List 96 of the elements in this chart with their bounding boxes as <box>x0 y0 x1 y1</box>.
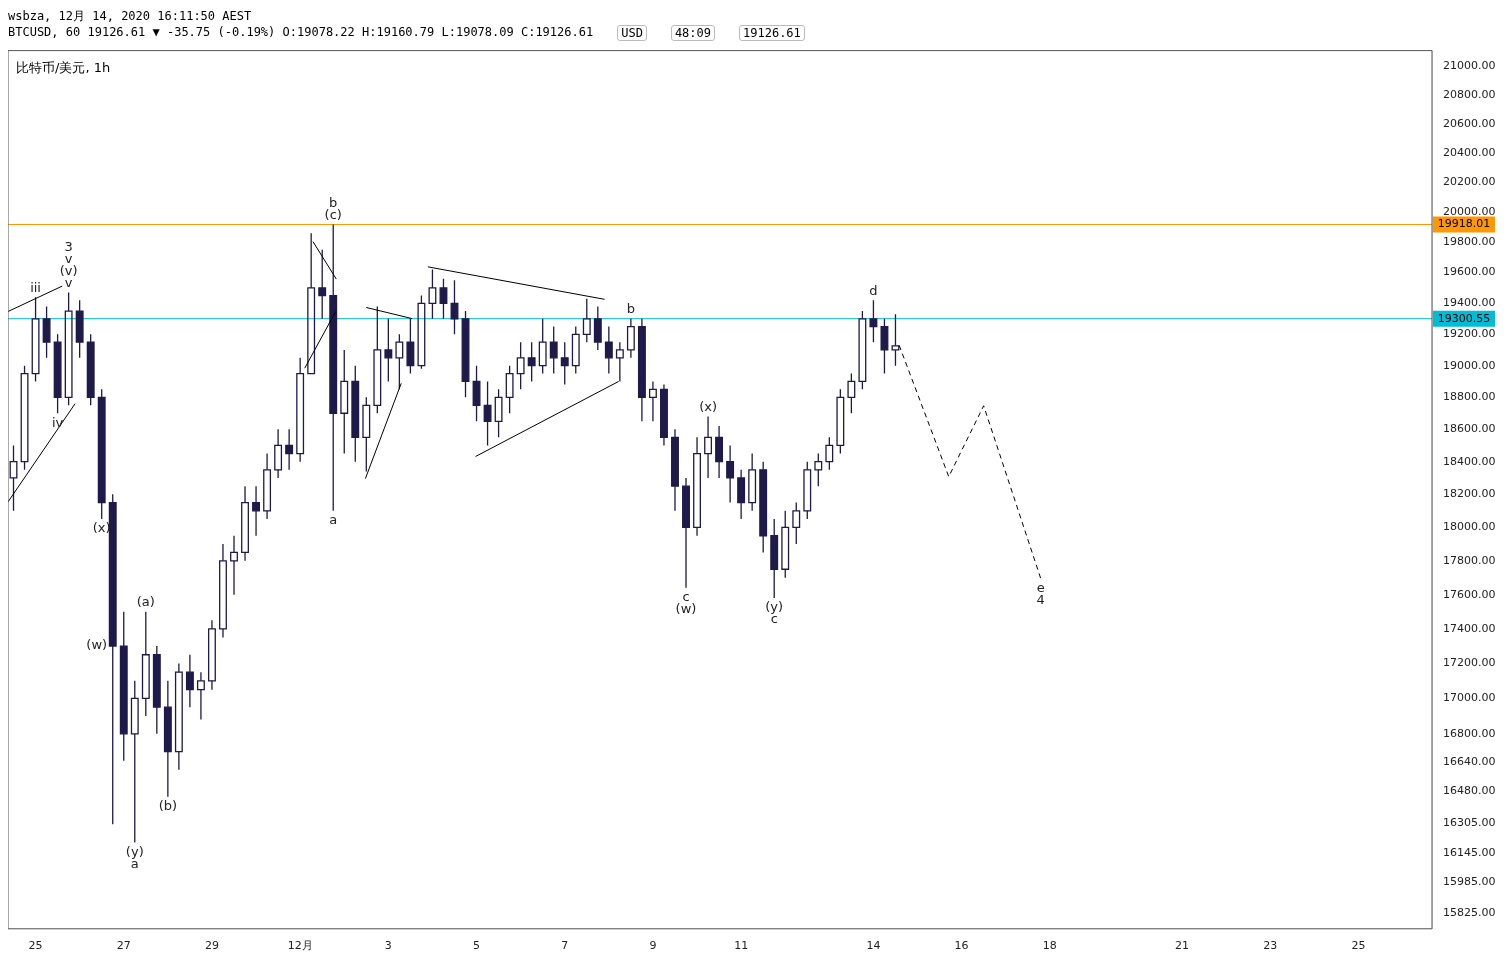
candlestick <box>814 452 823 487</box>
candlestick <box>340 349 349 455</box>
y-tick-label: 19400.00 <box>1443 296 1496 310</box>
text: 19126.61 <box>739 25 805 41</box>
y-tick-label: 20200.00 <box>1443 175 1496 189</box>
ref-line-label: 19300.55 <box>1437 311 1491 325</box>
y-tick-label: 20800.00 <box>1443 87 1496 101</box>
annotation: a <box>329 512 338 528</box>
x-tick-label: 27 <box>116 939 131 953</box>
candlestick <box>274 428 283 479</box>
y-tick-label: 16480.00 <box>1443 784 1496 798</box>
candlestick <box>230 535 238 596</box>
candlestick <box>891 313 900 367</box>
x-tick-label: 18 <box>1042 939 1057 953</box>
y-tick-label: 18200.00 <box>1443 487 1496 501</box>
x-tick-label: 21 <box>1175 939 1190 953</box>
candlestick <box>208 619 216 691</box>
y-tick-label: 19600.00 <box>1443 265 1496 279</box>
x-tick-label: 29 <box>204 939 219 953</box>
y-tick-label: 17800.00 <box>1443 553 1496 567</box>
annotation: iii <box>30 279 41 295</box>
candlestick <box>196 671 205 721</box>
y-tick-label: 17200.00 <box>1443 656 1496 670</box>
text: 比特币/美元, 1h <box>16 59 111 75</box>
candlestick <box>704 415 713 479</box>
candlestick <box>847 372 856 414</box>
y-tick-label: 16305.00 <box>1443 816 1496 830</box>
x-tick-label: 14 <box>866 939 881 953</box>
annotation: iv <box>51 414 64 430</box>
candlestick <box>373 305 382 414</box>
x-tick-label: 25 <box>1351 939 1366 953</box>
y-tick-label: 17400.00 <box>1443 621 1496 635</box>
candlestick <box>219 543 227 639</box>
y-tick-label: 15825.00 <box>1443 905 1496 919</box>
candlestick <box>781 510 790 579</box>
annotation: d <box>869 282 878 298</box>
candlestick <box>174 662 183 771</box>
y-tick-label: 17600.00 <box>1443 587 1496 601</box>
candlestick <box>9 444 18 512</box>
candlestick <box>516 341 525 391</box>
annotation: (a) <box>136 594 155 610</box>
candlestick <box>792 501 801 545</box>
ref-line-label: 19918.01 <box>1437 217 1491 231</box>
annotation: (w) <box>86 637 108 653</box>
chart-subtitle: wsbza, 12月 14, 2020 16:11:50 AEST <box>8 8 253 25</box>
y-tick-label: 18600.00 <box>1443 422 1496 436</box>
y-tick-label: 16800.00 <box>1443 726 1496 740</box>
annotation: b <box>626 301 636 317</box>
x-tick-label: 7 <box>561 939 569 953</box>
y-tick-label: 16145.00 <box>1443 845 1496 859</box>
y-tick-label: 17000.00 <box>1443 691 1496 705</box>
x-tick-label: 11 <box>734 939 749 953</box>
candlestick <box>648 380 657 422</box>
candlestick <box>494 388 503 439</box>
y-tick-label: 19800.00 <box>1443 235 1496 249</box>
y-tick-label: 19000.00 <box>1443 358 1496 372</box>
y-tick-label: 21000.00 <box>1443 59 1496 73</box>
y-tick-label: 16640.00 <box>1443 755 1496 769</box>
candlestick <box>748 452 757 512</box>
candlestick <box>263 452 272 520</box>
x-tick-label: 3 <box>384 939 392 953</box>
candlestick <box>130 680 139 844</box>
y-tick-label: 15985.00 <box>1443 875 1496 889</box>
y-tick-label: 20000.00 <box>1443 205 1496 219</box>
text: 48:09 <box>670 25 716 41</box>
candlestick <box>615 341 624 383</box>
y-tick-label: 20400.00 <box>1443 145 1496 159</box>
x-tick-label: 9 <box>649 939 657 953</box>
candlestick <box>538 318 547 375</box>
candlestick <box>428 268 437 320</box>
x-tick-label: 16 <box>954 939 969 953</box>
y-tick-label: 19200.00 <box>1443 327 1496 341</box>
text: USD <box>617 25 647 41</box>
candlestick <box>637 318 646 422</box>
candlestick <box>582 298 591 343</box>
y-tick-label: 18800.00 <box>1443 390 1496 404</box>
y-tick-label: 20600.00 <box>1443 116 1496 130</box>
x-tick-label: 25 <box>28 939 43 953</box>
x-tick-label: 5 <box>473 939 481 953</box>
x-tick-label: 23 <box>1263 939 1278 953</box>
candlestick <box>31 296 40 383</box>
annotation: (x) <box>699 398 717 414</box>
annotation: (b) <box>158 798 178 814</box>
candlestick <box>505 365 514 414</box>
y-tick-label: 18400.00 <box>1443 454 1496 468</box>
candlestick <box>64 291 73 406</box>
x-tick-label: 12月 <box>287 939 313 953</box>
candlestick <box>362 396 371 473</box>
candlestick <box>296 357 305 463</box>
candlestick <box>307 232 316 375</box>
candlestick <box>626 318 635 359</box>
text: BTCUSD, 60 19126.61 ▼ -35.75 (-0.19%) O:19078.22 H:19160.79 L:19078.09 C:19126.61 <box>8 25 594 41</box>
y-tick-label: 18000.00 <box>1443 520 1496 534</box>
candlestick <box>693 436 701 537</box>
candlestick <box>241 485 249 562</box>
candlestick <box>141 611 150 717</box>
